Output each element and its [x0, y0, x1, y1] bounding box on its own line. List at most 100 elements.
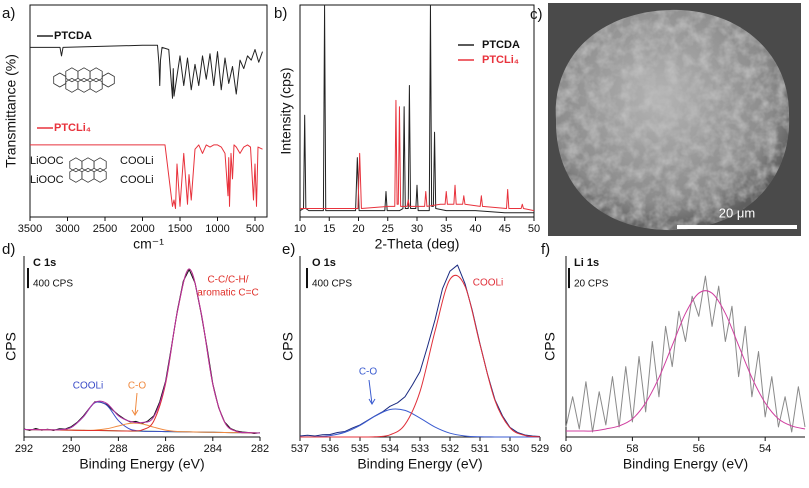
molecule-ring — [101, 72, 115, 88]
panel-title: O 1s — [312, 257, 336, 269]
series-line — [30, 144, 263, 210]
molecule-ring — [89, 77, 103, 93]
scale-bar-label: 400 CPS — [33, 279, 73, 290]
series-line — [566, 290, 806, 432]
panel-label: c) — [530, 6, 543, 23]
annotation: COOLi — [473, 278, 504, 289]
x-tick-label: 535 — [351, 443, 369, 455]
structure-label: LiOOC — [30, 155, 64, 167]
sem-image: 20 μm c) — [530, 3, 801, 236]
x-axis-label: Binding Energy (eV) — [623, 456, 748, 472]
y-axis-label: Transmittance (%) — [3, 54, 19, 168]
series-line — [23, 268, 261, 434]
x-tick-label: 40 — [469, 223, 481, 235]
sem-scale-label: 20 μm — [719, 205, 755, 220]
annotation: C-O — [359, 367, 378, 378]
y-axis-label: Intensity (cps) — [278, 67, 294, 154]
panel-label: e) — [282, 241, 295, 258]
panel-label: d) — [2, 241, 15, 258]
x-axis-label: cm⁻¹ — [133, 236, 164, 252]
structure-label: LiOOC — [30, 174, 64, 186]
molecule-ring — [65, 67, 79, 83]
x-tick-label: 25 — [382, 223, 394, 235]
x-tick-label: 2000 — [130, 223, 154, 235]
x-tick-label: 45 — [499, 223, 511, 235]
panel-title: C 1s — [33, 257, 56, 269]
x-tick-label: 58 — [626, 443, 638, 455]
scale-bar-label: 400 CPS — [312, 279, 352, 290]
molecule-ring — [93, 167, 107, 183]
x-tick-label: 10 — [294, 223, 306, 235]
legend-label: PTCLi₄ — [482, 54, 519, 66]
molecule-ring — [53, 72, 67, 88]
x-tick-label: 288 — [109, 443, 127, 455]
annotation-arrow — [368, 379, 373, 405]
series-line — [30, 44, 263, 99]
molecule-ring — [77, 77, 91, 93]
legend-label: PTCDA — [482, 39, 520, 51]
x-tick-label: 282 — [251, 443, 269, 455]
panel-label: f) — [541, 241, 550, 258]
x-tick-label: 536 — [321, 443, 339, 455]
series-line — [565, 275, 806, 433]
y-axis-label: CPS — [280, 332, 296, 361]
series-line — [299, 4, 534, 214]
panel-title: Li 1s — [574, 257, 599, 269]
x-tick-label: 284 — [204, 443, 222, 455]
annotation: C-O — [128, 381, 147, 392]
x-tick-label: 531 — [471, 443, 489, 455]
legend-label: PTCLi₄ — [54, 122, 91, 134]
x-tick-label: 56 — [693, 443, 705, 455]
x-tick-label: 1000 — [205, 223, 229, 235]
x-tick-label: 533 — [411, 443, 429, 455]
x-tick-label: 534 — [381, 443, 399, 455]
annotation-arrowhead — [368, 398, 376, 405]
x-tick-label: 529 — [531, 443, 549, 455]
panel-label: b) — [274, 5, 287, 22]
x-tick-label: 292 — [15, 443, 33, 455]
series-line — [299, 408, 540, 438]
annotation-arrowhead — [131, 409, 139, 416]
panel-label: a) — [2, 5, 15, 22]
x-tick-label: 290 — [62, 443, 80, 455]
x-tick-label: 20 — [352, 223, 364, 235]
molecule-ring — [77, 67, 91, 83]
x-tick-label: 530 — [501, 443, 519, 455]
x-tick-label: 50 — [528, 223, 540, 235]
molecule-ring — [65, 77, 79, 93]
x-tick-label: 15 — [323, 223, 335, 235]
x-axis-label: Binding Energy (eV) — [357, 456, 482, 472]
annotation: C-C/C-H/ — [207, 275, 248, 286]
y-axis-label: CPS — [542, 332, 558, 361]
annotation-arrow — [134, 392, 138, 416]
molecule-ring — [81, 167, 95, 183]
series-line — [300, 99, 535, 212]
molecule-ring — [69, 157, 83, 173]
x-axis-label: Binding Energy (eV) — [79, 456, 204, 472]
y-axis-label: CPS — [3, 332, 19, 361]
structure-label: COOLi — [120, 174, 154, 186]
x-tick-label: 60 — [560, 443, 572, 455]
series-line — [300, 274, 541, 438]
x-tick-label: 54 — [759, 443, 771, 455]
x-tick-label: 1500 — [168, 223, 192, 235]
plot-frame — [29, 4, 268, 218]
x-tick-label: 30 — [411, 223, 423, 235]
x-tick-label: 537 — [291, 443, 309, 455]
annotation: COOLi — [73, 381, 104, 392]
sem-scale-bar — [677, 225, 797, 229]
molecule-ring — [69, 167, 83, 183]
x-tick-label: 35 — [440, 223, 452, 235]
x-tick-label: 500 — [246, 223, 264, 235]
scale-bar-label: 20 CPS — [574, 279, 609, 290]
molecule-ring — [81, 157, 95, 173]
x-tick-label: 3000 — [55, 223, 79, 235]
x-tick-label: 532 — [441, 443, 459, 455]
series-line — [299, 264, 541, 437]
x-tick-label: 2500 — [93, 223, 117, 235]
molecule-ring — [89, 67, 103, 83]
sem-texture — [555, 9, 790, 231]
annotation: aromatic C=C — [197, 288, 258, 299]
